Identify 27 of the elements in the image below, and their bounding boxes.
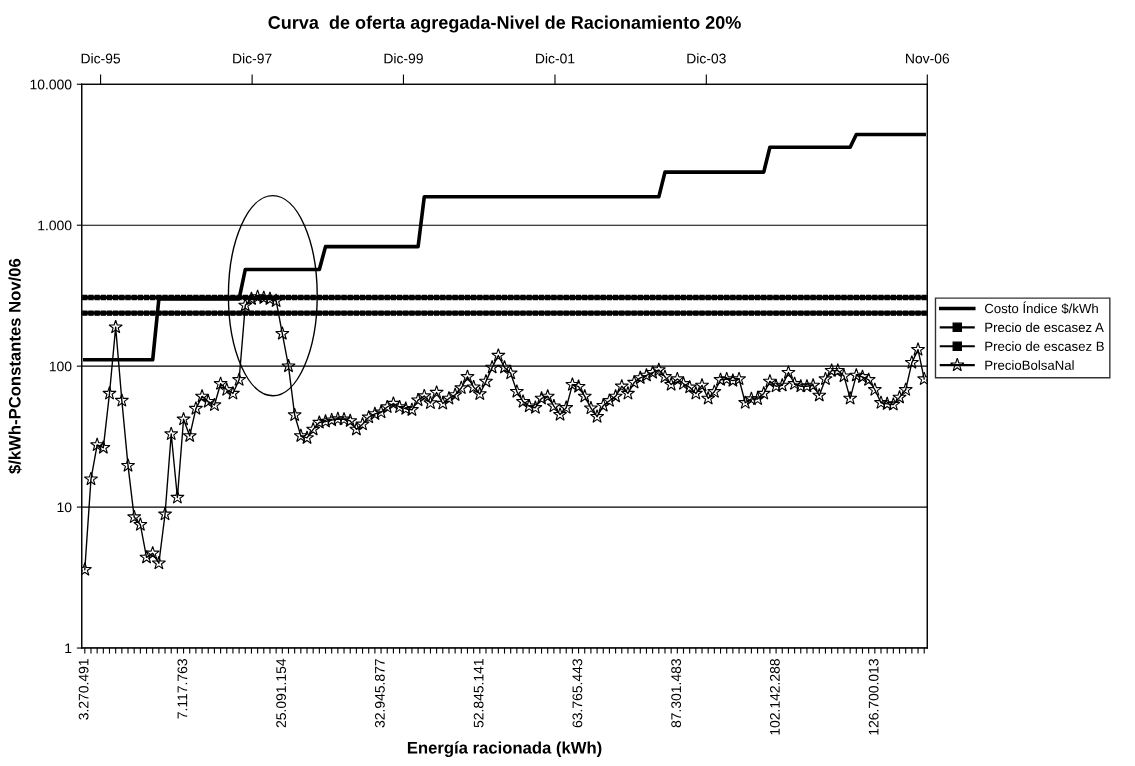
x-tick-label: 25.091.154 [276,658,287,728]
x-tick-label: 63.765.443 [572,659,583,728]
legend-label: Precio de escasez A [985,322,1104,333]
x2-tick-label: Dic-01 [536,53,575,64]
y-tick-label: 10 [57,502,72,513]
x-tick-label: 32.945.877 [374,659,385,728]
y-tick-label: 100 [49,361,72,372]
x-tick-label: 3.270.491 [78,659,89,720]
legend-label: Costo Índice $/kWh [984,301,1098,314]
legend-label: Precio de escasez B [985,341,1104,351]
x-tick-label: 102.142.288 [769,659,780,735]
x2-tick-label: Dic-95 [81,53,121,64]
y-tick-label: 1 [65,643,72,654]
y-tick-label: 10.000 [30,79,72,90]
x2-tick-label: Dic-99 [384,53,423,64]
x2-tick-label: Nov-06 [906,53,950,64]
x-axis-title: Energía racionada (kWh) [407,741,602,757]
y-axis-title: $/kWh-PConstantes Nov/06 [8,258,22,474]
x-tick-label: 87.301.483 [671,659,682,728]
x2-tick-label: Dic-03 [687,53,726,64]
y-tick-label: 1.000 [38,220,72,231]
x-tick-label: 52.845.141 [473,659,484,728]
x-tick-label: 7.117.763 [177,659,188,719]
legend-label: PrecioBolsaNal [985,360,1074,370]
x2-tick-label: Dic-97 [233,53,272,64]
x-tick-label: 126.700.013 [868,659,879,735]
chart-title: Curva de oferta agregada-Nivel de Racionamiento 20% [268,15,741,33]
